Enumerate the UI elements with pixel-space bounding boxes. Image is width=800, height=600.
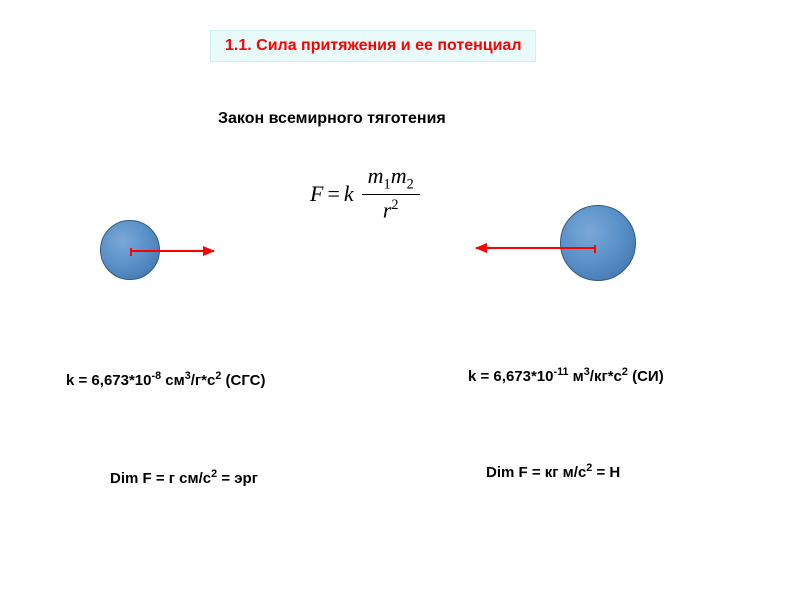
formula-k: k	[344, 181, 354, 207]
dimension-cgs: Dim F = г см/с2 = эрг	[110, 468, 258, 487]
constant-cgs: k = 6,673*10-8 см3/г*с2 (СГС)	[66, 370, 266, 389]
force-arrow-left	[476, 247, 596, 249]
formula-eq: =	[327, 181, 339, 207]
section-title: 1.1. Сила притяжения и ее потенциал	[210, 30, 536, 62]
force-arrow-right	[130, 250, 214, 252]
gravitation-formula: F = k m1m2 r2	[310, 165, 420, 223]
subtitle: Закон всемирного тяготения	[218, 110, 446, 128]
constant-si: k = 6,673*10-11 м3/кг*с2 (СИ)	[468, 366, 664, 385]
formula-fraction: m1m2 r2	[362, 165, 420, 223]
dimension-si: Dim F = кг м/с2 = Н	[486, 462, 620, 481]
mass-2-circle	[560, 205, 636, 281]
formula-denominator: r2	[377, 195, 405, 224]
formula-lhs: F	[310, 181, 323, 207]
formula-numerator: m1m2	[362, 165, 420, 195]
